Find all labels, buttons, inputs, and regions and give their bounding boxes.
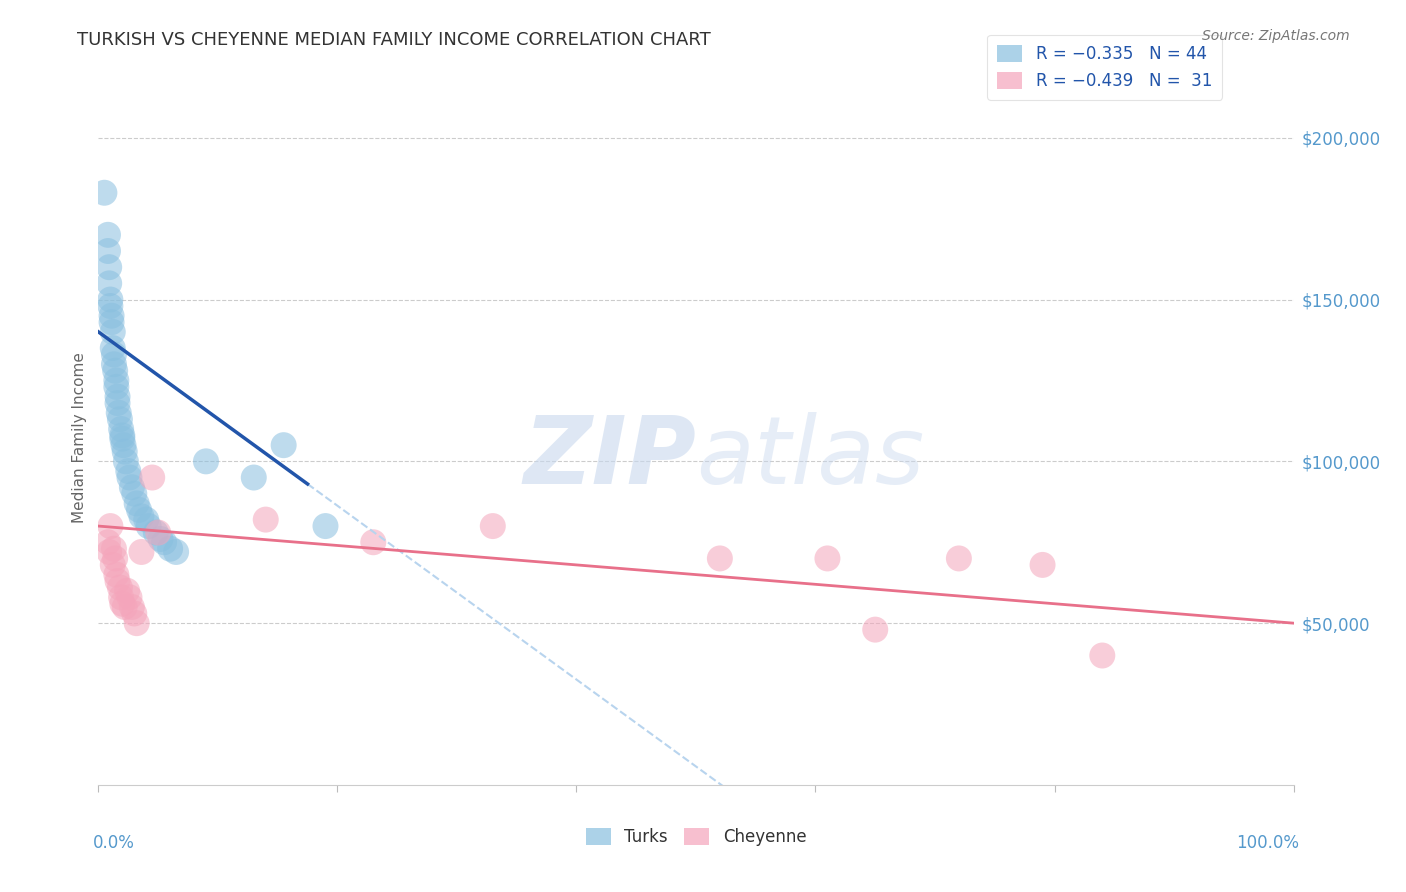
- Point: [101, 325, 124, 339]
- Point: [709, 551, 731, 566]
- Point: [108, 412, 131, 426]
- Point: [153, 535, 176, 549]
- Point: [98, 299, 122, 313]
- Point: [138, 519, 160, 533]
- Point: [481, 519, 505, 533]
- Point: [111, 432, 134, 446]
- Point: [165, 545, 187, 559]
- Point: [107, 390, 129, 404]
- Point: [121, 480, 143, 494]
- Point: [107, 396, 129, 410]
- Point: [105, 380, 128, 394]
- Point: [363, 535, 385, 549]
- Point: [117, 464, 139, 478]
- Text: TURKISH VS CHEYENNE MEDIAN FAMILY INCOME CORRELATION CHART: TURKISH VS CHEYENNE MEDIAN FAMILY INCOME…: [77, 31, 711, 49]
- Point: [105, 374, 128, 388]
- Point: [115, 583, 138, 598]
- Point: [125, 616, 148, 631]
- Point: [110, 591, 132, 605]
- Point: [97, 535, 120, 549]
- Point: [128, 503, 150, 517]
- Point: [107, 574, 129, 588]
- Text: 0.0%: 0.0%: [93, 834, 135, 852]
- Point: [243, 470, 266, 484]
- Point: [254, 513, 277, 527]
- Point: [118, 591, 141, 605]
- Point: [110, 422, 132, 436]
- Point: [105, 567, 128, 582]
- Point: [125, 496, 148, 510]
- Point: [141, 470, 163, 484]
- Text: atlas: atlas: [696, 412, 924, 503]
- Point: [104, 551, 127, 566]
- Y-axis label: Median Family Income: Median Family Income: [72, 351, 87, 523]
- Point: [108, 581, 131, 595]
- Point: [118, 470, 141, 484]
- Point: [107, 406, 129, 420]
- Point: [93, 186, 115, 200]
- Point: [1032, 558, 1054, 572]
- Point: [145, 525, 167, 540]
- Point: [114, 599, 136, 614]
- Point: [100, 315, 122, 329]
- Text: ZIP: ZIP: [523, 412, 696, 504]
- Point: [97, 244, 120, 258]
- Point: [98, 545, 121, 559]
- Point: [101, 341, 124, 355]
- Point: [815, 551, 838, 566]
- Point: [149, 532, 172, 546]
- Point: [195, 454, 218, 468]
- Point: [111, 428, 134, 442]
- Point: [98, 277, 121, 291]
- Point: [273, 438, 295, 452]
- Point: [98, 260, 121, 275]
- Point: [98, 293, 122, 307]
- Point: [98, 519, 122, 533]
- Point: [103, 347, 125, 361]
- Point: [131, 509, 153, 524]
- Point: [1091, 648, 1114, 663]
- Text: Source: ZipAtlas.com: Source: ZipAtlas.com: [1202, 29, 1350, 43]
- Point: [114, 444, 136, 458]
- Text: 100.0%: 100.0%: [1236, 834, 1299, 852]
- Point: [131, 545, 153, 559]
- Point: [159, 541, 181, 556]
- Point: [865, 623, 887, 637]
- Point: [112, 438, 135, 452]
- Point: [315, 519, 337, 533]
- Point: [103, 357, 125, 371]
- Point: [97, 227, 120, 242]
- Point: [135, 513, 157, 527]
- Point: [111, 597, 134, 611]
- Point: [104, 364, 127, 378]
- Point: [121, 599, 143, 614]
- Point: [124, 486, 146, 500]
- Point: [948, 551, 970, 566]
- Point: [115, 454, 138, 468]
- Point: [101, 558, 124, 572]
- Point: [148, 525, 170, 540]
- Point: [124, 607, 146, 621]
- Legend: Turks, Cheyenne: Turks, Cheyenne: [579, 822, 813, 853]
- Point: [100, 309, 122, 323]
- Point: [103, 541, 125, 556]
